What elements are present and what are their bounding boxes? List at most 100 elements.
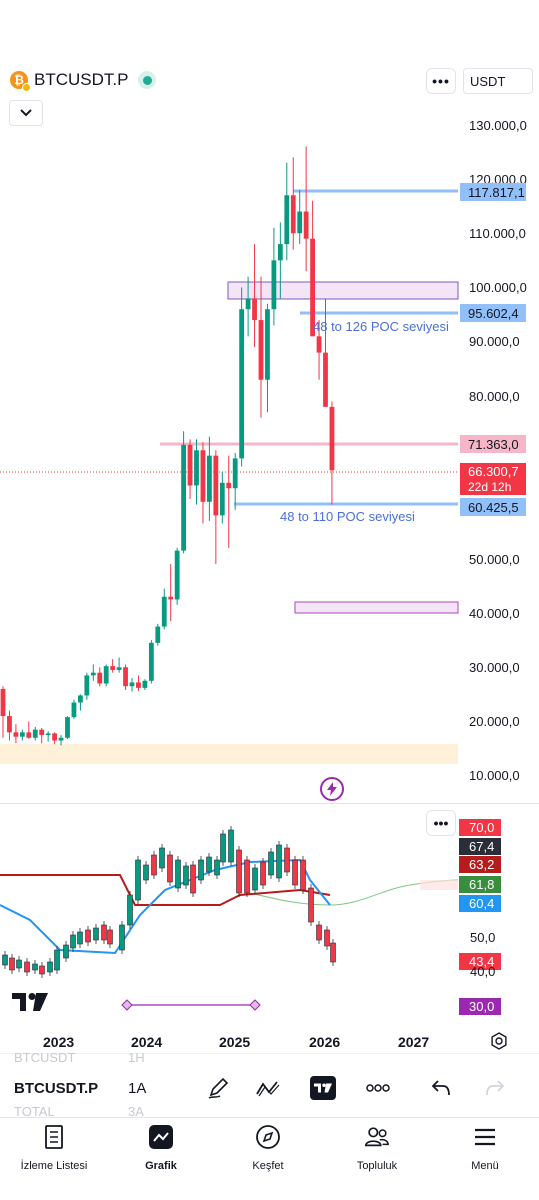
indicator-candle-body bbox=[268, 851, 274, 876]
nav-watchlist[interactable]: İzleme Listesi bbox=[4, 1124, 104, 1184]
drawing-tools-wave-icon[interactable] bbox=[255, 1076, 281, 1100]
chevron-down-icon bbox=[20, 109, 32, 117]
candle-body bbox=[265, 309, 270, 380]
indicator-candle-body bbox=[47, 961, 53, 973]
bottom-toolbar: BTCUSDT 1H BTCUSDT.P 1A TOTAL 3A bbox=[0, 1050, 539, 1119]
chart-header: ₿ BTCUSDT.P bbox=[0, 64, 539, 100]
chart-more-button[interactable]: ••• bbox=[426, 68, 456, 94]
indicator-candle-body bbox=[206, 856, 212, 873]
indicator-candle-body bbox=[276, 844, 282, 879]
symbol-selector[interactable]: ₿ BTCUSDT.P bbox=[10, 70, 157, 92]
candle-body bbox=[181, 444, 186, 551]
candle-body bbox=[323, 352, 328, 407]
level-tag-71363: 71.363,0 bbox=[460, 435, 526, 453]
indicator-candle-body bbox=[214, 859, 220, 876]
indicator-candle-body bbox=[24, 961, 30, 973]
nav-community[interactable]: Topluluk bbox=[327, 1124, 427, 1184]
time-axis-label: 2026 bbox=[309, 1034, 341, 1050]
candle-body bbox=[277, 244, 283, 261]
drawing-pen-icon[interactable] bbox=[205, 1076, 231, 1100]
currency-select[interactable]: USDT bbox=[463, 68, 533, 94]
indicator-candle-body bbox=[107, 929, 113, 945]
watchlist-icon bbox=[41, 1124, 67, 1150]
candle-body bbox=[52, 733, 57, 741]
indicator-candle-body bbox=[77, 931, 83, 945]
candle-body bbox=[19, 732, 25, 737]
current-price-tag: 66.300,7 bbox=[460, 463, 526, 480]
ghost-interval-below: 3A bbox=[128, 1104, 144, 1119]
indicator-value-tag: 70,0 bbox=[459, 819, 501, 836]
price-axis-label: 10.000,0 bbox=[469, 768, 520, 783]
poc-annotation-110[interactable]: 48 to 110 POC seviyesi bbox=[280, 509, 415, 524]
indicator-value-tag: 67,4 bbox=[459, 838, 501, 855]
candle-body bbox=[103, 666, 109, 684]
candle-body bbox=[148, 642, 154, 681]
time-axis[interactable]: 2023 2024 2025 2026 2027 bbox=[0, 1031, 539, 1053]
candle-body bbox=[58, 737, 64, 741]
price-axis-label: 100.000,0 bbox=[469, 280, 527, 295]
indicator-candle-body bbox=[9, 957, 15, 971]
candle-body bbox=[32, 729, 38, 738]
pane-separator[interactable] bbox=[0, 803, 539, 804]
menu-icon bbox=[472, 1124, 498, 1150]
tradingview-chart-button-icon[interactable] bbox=[310, 1076, 336, 1100]
candle-body bbox=[45, 733, 51, 736]
nav-label: Keşfet bbox=[252, 1160, 284, 1172]
time-axis-label: 2027 bbox=[398, 1034, 430, 1050]
candle-body bbox=[97, 672, 103, 684]
candle-body bbox=[303, 211, 309, 239]
poc-annotation-126[interactable]: 48 to 126 POC seviyesi bbox=[313, 319, 449, 334]
candle-body bbox=[316, 336, 322, 353]
resistance-zone bbox=[227, 281, 459, 300]
price-axis-label: 90.000,0 bbox=[469, 334, 520, 349]
toolbar-interval-button[interactable]: 1A bbox=[128, 1080, 147, 1097]
nav-chart[interactable]: Grafik bbox=[111, 1124, 211, 1184]
more-options-icon[interactable] bbox=[365, 1076, 391, 1100]
undo-icon[interactable] bbox=[428, 1076, 454, 1100]
indicator-pane-canvas[interactable] bbox=[0, 805, 460, 1025]
nav-label: İzleme Listesi bbox=[20, 1160, 88, 1172]
price-axis-label: 110.000,0 bbox=[469, 226, 526, 241]
candle-body bbox=[245, 298, 251, 310]
candle-body bbox=[252, 298, 257, 321]
redo-icon[interactable] bbox=[482, 1076, 508, 1100]
time-axis-label: 2023 bbox=[43, 1034, 75, 1050]
candle-body bbox=[26, 732, 32, 738]
candle-body bbox=[161, 596, 167, 627]
price-axis-label: 40.000,0 bbox=[469, 606, 520, 621]
demand-zone bbox=[0, 744, 458, 764]
candle-body bbox=[226, 482, 232, 489]
indicator-candle-body bbox=[39, 965, 45, 975]
indicator-candle-body bbox=[85, 929, 91, 943]
candle-body bbox=[116, 667, 122, 670]
lightning-icon[interactable] bbox=[320, 777, 344, 801]
nav-explore[interactable]: Keşfet bbox=[218, 1124, 318, 1184]
candle-body bbox=[136, 682, 141, 688]
toolbar-symbol-button[interactable]: BTCUSDT.P bbox=[14, 1080, 99, 1097]
indicator-candle-body bbox=[316, 924, 322, 941]
indicator-value-tag: 61,8 bbox=[459, 876, 501, 893]
indicator-value-tag: 30,0 bbox=[459, 998, 501, 1015]
symbol-name: BTCUSDT.P bbox=[34, 70, 129, 89]
candle-body bbox=[71, 702, 77, 718]
indicator-candle-body bbox=[260, 861, 266, 886]
candle-body bbox=[239, 309, 245, 459]
indicator-candle-body bbox=[284, 847, 290, 873]
candle-body bbox=[65, 717, 70, 738]
tradingview-logo-icon[interactable] bbox=[12, 993, 48, 1011]
indicator-candle-body bbox=[119, 924, 125, 951]
candle-body bbox=[194, 450, 199, 486]
indicator-candle-body bbox=[93, 927, 99, 941]
price-chart-canvas[interactable] bbox=[0, 110, 460, 800]
chart-settings-gear-icon[interactable] bbox=[490, 1032, 508, 1050]
collapse-legend-button[interactable] bbox=[9, 100, 43, 126]
market-open-status-icon bbox=[138, 71, 157, 89]
indicator-axis-label: 40,0 bbox=[470, 964, 496, 979]
level-tag-60425: 60.425,5 bbox=[460, 498, 526, 516]
nav-menu[interactable]: Menü bbox=[435, 1124, 535, 1184]
candle-body bbox=[310, 238, 315, 337]
indicator-candle-body bbox=[70, 934, 76, 949]
indicator-more-button[interactable]: ••• bbox=[426, 810, 456, 836]
indicator-candle-body bbox=[143, 864, 149, 881]
indicator-candle-body bbox=[175, 859, 181, 889]
